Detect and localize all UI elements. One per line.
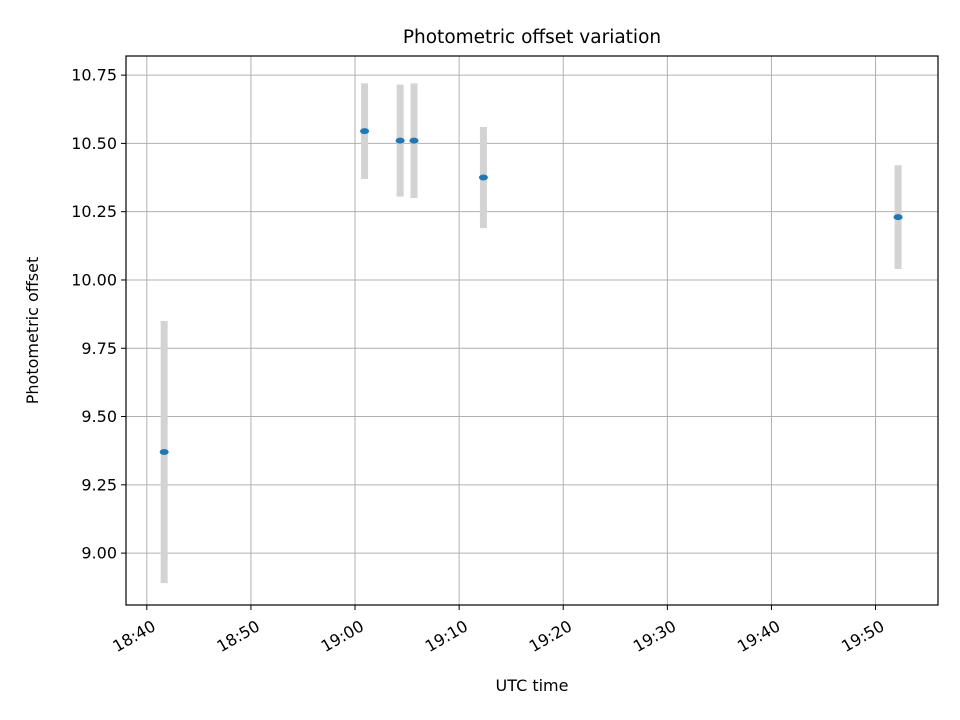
y-tick-label: 9.50 [81,407,117,426]
y-tick-label: 10.50 [71,134,117,153]
y-tick-label: 9.00 [81,544,117,563]
y-tick-label: 10.00 [71,270,117,289]
data-point [395,137,405,144]
x-tick-label: 19:00 [318,616,367,656]
y-axis-label: Photometric offset [23,257,42,405]
x-tick-label: 19:10 [422,616,471,656]
x-axis: 18:40 18:50 19:00 19:10 19:20 19:30 19:40 19:50 [109,605,888,656]
x-tick-label: 19:20 [526,616,575,656]
x-tick-label: 18:40 [109,616,158,656]
data-point [893,214,903,221]
x-axis-label: UTC time [496,676,569,695]
x-tick-label: 19:30 [630,616,679,656]
y-tick-label: 9.25 [81,475,117,494]
data-points [159,128,903,456]
data-point [159,449,169,456]
y-axis: 9.00 9.25 9.50 9.75 10.00 10.25 10.50 10.75 [71,66,126,563]
y-tick-label: 10.75 [71,66,117,85]
x-tick-label: 19:50 [838,616,887,656]
data-point [478,174,488,181]
x-tick-label: 18:50 [213,616,262,656]
y-tick-label: 10.25 [71,202,117,221]
y-tick-label: 9.75 [81,339,117,358]
grid [126,56,938,605]
x-tick-label: 19:40 [734,616,783,656]
error-bars [160,83,902,584]
data-point [360,128,370,135]
data-point [409,137,419,144]
chart-title: Photometric offset variation [403,27,661,48]
plot-frame [125,55,939,606]
